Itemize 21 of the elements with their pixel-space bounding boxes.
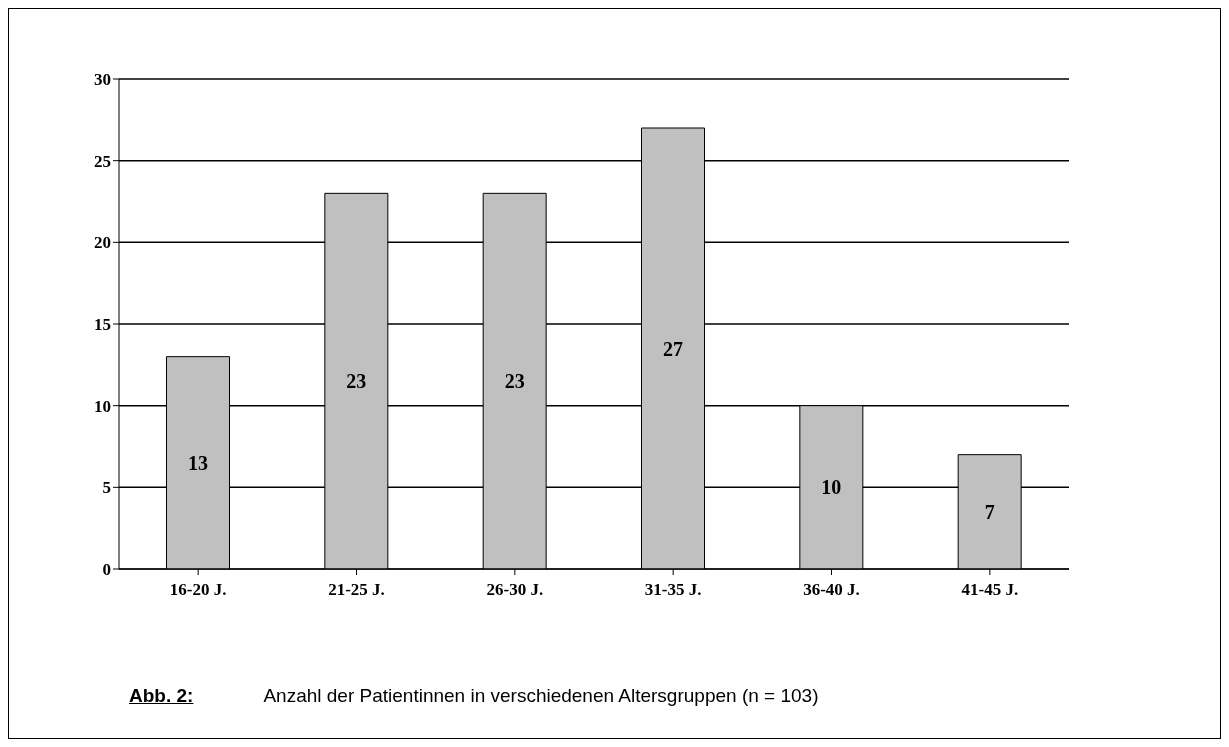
- y-tick-label: 0: [102, 560, 111, 580]
- y-tick-label: 30: [94, 70, 111, 90]
- x-tick-label: 31-35 J.: [644, 580, 702, 600]
- x-tick-label: 41-45 J.: [961, 580, 1019, 600]
- data-label: 23: [346, 370, 367, 393]
- y-tick-label: 15: [94, 315, 111, 335]
- data-label: 7: [984, 500, 995, 523]
- x-tick-label: 16-20 J.: [169, 580, 227, 600]
- y-tick-label: 10: [94, 396, 111, 416]
- text: Anzahl der Patientinnen in verschiedenen Altersgruppen (n = 103): [263, 685, 819, 707]
- data-label: 13: [188, 451, 208, 474]
- x-tick-label: 36-40 J.: [803, 580, 860, 600]
- data-label: 23: [504, 370, 525, 393]
- data-label: 27: [663, 337, 683, 360]
- y-tick-label: 25: [94, 151, 111, 171]
- y-tick-label: 5: [102, 478, 111, 498]
- y-tick-label: 20: [94, 233, 111, 253]
- x-tick-label: 21-25 J.: [328, 580, 385, 600]
- data-label: 10: [821, 476, 842, 499]
- caption: Abb. 2:: [129, 685, 194, 707]
- x-tick-label: 26-30 J.: [486, 580, 544, 600]
